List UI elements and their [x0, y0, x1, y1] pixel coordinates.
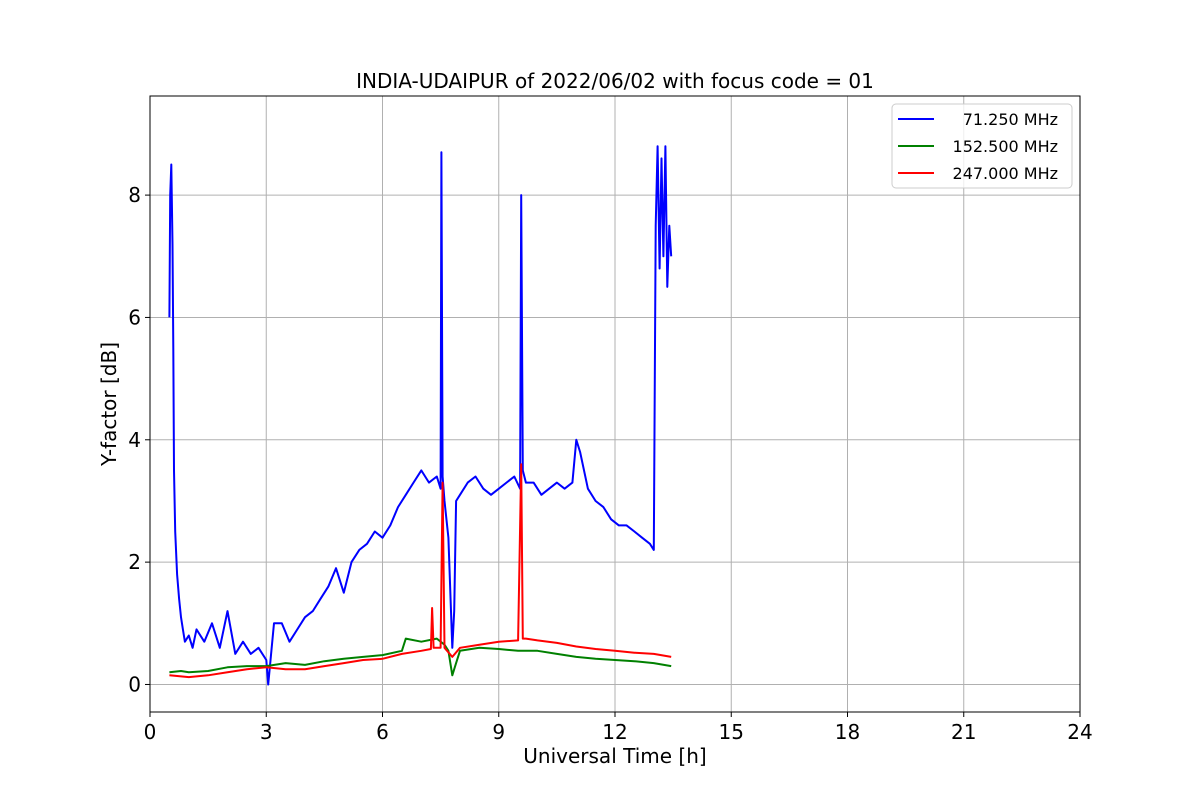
legend: 71.250 MHz 152.500 MHz 247.000 MHz [891, 103, 1073, 189]
x-tick-label: 15 [719, 720, 744, 744]
x-tick-label: 3 [260, 720, 273, 744]
x-axis-label: Universal Time [h] [523, 744, 706, 768]
grid-lines [149, 96, 1081, 712]
series-line-71-250-mhz [168, 145, 673, 686]
chart-title: INDIA-UDAIPUR of 2022/06/02 with focus c… [356, 69, 874, 93]
legend-label: 71.250 MHz [963, 110, 1058, 129]
x-tick-label: 0 [144, 720, 157, 744]
x-tick-label: 24 [1067, 720, 1092, 744]
x-tick-label: 9 [492, 720, 505, 744]
series-line-152-500-mhz [169, 637, 672, 677]
y-tick-label: 8 [128, 183, 141, 207]
x-tick-label: 18 [835, 720, 860, 744]
x-axis-ticks: 0 3 6 9 12 15 18 21 24 [144, 712, 1093, 744]
series-lines [168, 145, 673, 686]
x-tick-label: 21 [951, 720, 976, 744]
legend-box [891, 103, 1073, 189]
x-tick-label: 6 [376, 720, 389, 744]
x-tick-label: 12 [602, 720, 627, 744]
y-axis-ticks: 0 2 4 6 8 [128, 183, 150, 696]
y-tick-label: 0 [128, 672, 141, 696]
y-tick-label: 2 [128, 550, 141, 574]
y-tick-label: 6 [128, 305, 141, 329]
legend-label: 152.500 MHz [953, 137, 1058, 156]
series-line-247-000-mhz [169, 463, 672, 679]
y-axis-label: Y-factor [dB] [97, 342, 121, 467]
y-tick-label: 4 [128, 428, 141, 452]
legend-label: 247.000 MHz [953, 164, 1058, 183]
